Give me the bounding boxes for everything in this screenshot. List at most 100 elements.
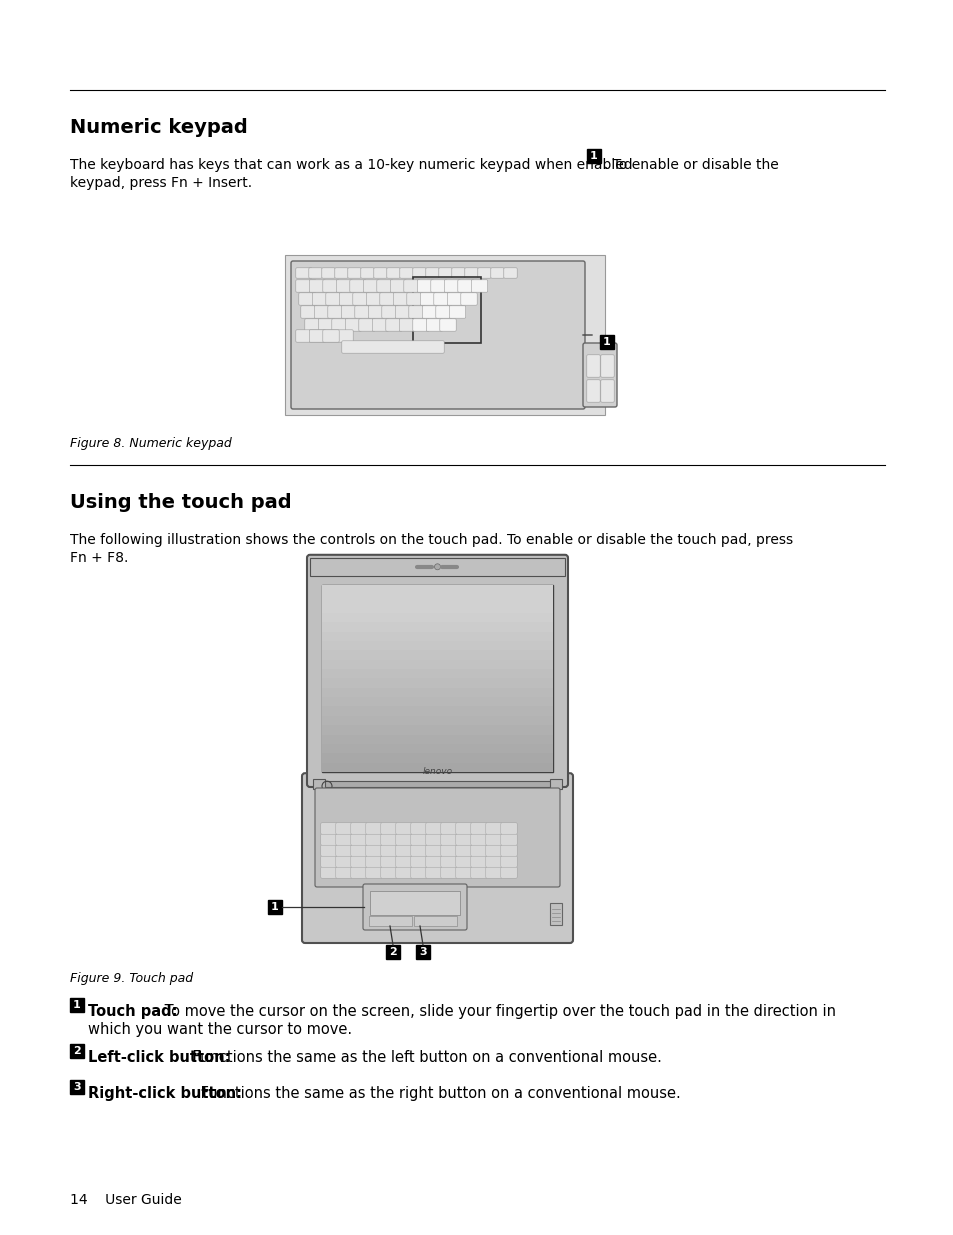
FancyBboxPatch shape xyxy=(335,856,352,867)
FancyBboxPatch shape xyxy=(395,823,412,834)
FancyBboxPatch shape xyxy=(411,856,427,867)
FancyBboxPatch shape xyxy=(425,867,442,878)
FancyBboxPatch shape xyxy=(295,268,312,278)
Bar xyxy=(322,585,553,772)
Bar xyxy=(322,688,553,697)
FancyBboxPatch shape xyxy=(449,306,465,319)
FancyBboxPatch shape xyxy=(380,834,396,845)
FancyBboxPatch shape xyxy=(456,834,472,845)
Bar xyxy=(70,1044,84,1058)
FancyBboxPatch shape xyxy=(586,380,599,403)
Text: 3: 3 xyxy=(418,947,426,957)
FancyBboxPatch shape xyxy=(456,856,472,867)
FancyBboxPatch shape xyxy=(351,823,367,834)
Bar xyxy=(310,558,564,576)
FancyBboxPatch shape xyxy=(395,856,412,867)
Text: lenovo: lenovo xyxy=(422,767,452,776)
Bar xyxy=(322,735,553,743)
FancyBboxPatch shape xyxy=(422,306,438,319)
Text: Right-click button:: Right-click button: xyxy=(88,1086,242,1100)
FancyBboxPatch shape xyxy=(351,845,367,856)
Text: Left-click button:: Left-click button: xyxy=(88,1050,231,1065)
FancyBboxPatch shape xyxy=(425,823,442,834)
FancyBboxPatch shape xyxy=(395,845,412,856)
FancyBboxPatch shape xyxy=(409,306,425,319)
FancyBboxPatch shape xyxy=(335,268,348,278)
Bar xyxy=(322,697,553,706)
Bar xyxy=(413,277,480,343)
Text: Using the touch pad: Using the touch pad xyxy=(70,493,292,513)
FancyBboxPatch shape xyxy=(374,268,387,278)
FancyBboxPatch shape xyxy=(376,280,393,293)
Bar xyxy=(322,743,553,753)
FancyBboxPatch shape xyxy=(471,856,487,867)
FancyBboxPatch shape xyxy=(411,823,427,834)
FancyBboxPatch shape xyxy=(326,293,342,305)
FancyBboxPatch shape xyxy=(460,293,476,305)
FancyBboxPatch shape xyxy=(320,867,336,878)
Bar xyxy=(370,890,459,915)
Circle shape xyxy=(434,564,440,569)
FancyBboxPatch shape xyxy=(425,856,442,867)
FancyBboxPatch shape xyxy=(457,280,474,293)
FancyBboxPatch shape xyxy=(302,773,573,944)
FancyBboxPatch shape xyxy=(365,845,382,856)
FancyBboxPatch shape xyxy=(320,834,336,845)
FancyBboxPatch shape xyxy=(452,268,465,278)
FancyBboxPatch shape xyxy=(335,823,352,834)
Text: which you want the cursor to move.: which you want the cursor to move. xyxy=(88,1023,352,1037)
FancyBboxPatch shape xyxy=(426,319,442,331)
FancyBboxPatch shape xyxy=(320,856,336,867)
FancyBboxPatch shape xyxy=(471,280,487,293)
Text: keypad, press Fn + Insert.: keypad, press Fn + Insert. xyxy=(70,177,252,190)
FancyBboxPatch shape xyxy=(503,268,517,278)
FancyBboxPatch shape xyxy=(582,343,617,408)
FancyBboxPatch shape xyxy=(355,306,371,319)
Bar xyxy=(550,903,561,925)
FancyBboxPatch shape xyxy=(348,268,361,278)
FancyBboxPatch shape xyxy=(434,293,450,305)
FancyBboxPatch shape xyxy=(390,280,406,293)
FancyBboxPatch shape xyxy=(321,268,335,278)
FancyBboxPatch shape xyxy=(500,845,517,856)
Text: 1: 1 xyxy=(73,1000,81,1010)
FancyBboxPatch shape xyxy=(345,319,361,331)
FancyBboxPatch shape xyxy=(365,823,382,834)
FancyBboxPatch shape xyxy=(425,834,442,845)
FancyBboxPatch shape xyxy=(456,867,472,878)
FancyBboxPatch shape xyxy=(295,330,353,342)
FancyBboxPatch shape xyxy=(320,823,336,834)
FancyBboxPatch shape xyxy=(395,834,412,845)
FancyBboxPatch shape xyxy=(339,293,355,305)
FancyBboxPatch shape xyxy=(425,845,442,856)
Bar xyxy=(70,998,84,1011)
FancyBboxPatch shape xyxy=(416,280,434,293)
Bar xyxy=(586,149,600,163)
FancyBboxPatch shape xyxy=(500,867,517,878)
FancyBboxPatch shape xyxy=(365,867,382,878)
FancyBboxPatch shape xyxy=(353,293,369,305)
FancyBboxPatch shape xyxy=(471,823,487,834)
FancyBboxPatch shape xyxy=(328,306,344,319)
Text: Functions the same as the left button on a conventional mouse.: Functions the same as the left button on… xyxy=(188,1050,661,1065)
Bar xyxy=(268,900,282,914)
Text: 2: 2 xyxy=(73,1046,81,1056)
FancyBboxPatch shape xyxy=(490,268,504,278)
FancyBboxPatch shape xyxy=(351,834,367,845)
Text: Figure 9. Touch pad: Figure 9. Touch pad xyxy=(70,972,193,986)
FancyBboxPatch shape xyxy=(485,823,501,834)
FancyBboxPatch shape xyxy=(314,788,559,887)
Bar xyxy=(322,678,553,688)
Text: To move the cursor on the screen, slide your fingertip over the touch pad in the: To move the cursor on the screen, slide … xyxy=(160,1004,835,1019)
Text: 14    User Guide: 14 User Guide xyxy=(70,1193,182,1207)
Bar xyxy=(369,916,412,926)
Bar xyxy=(322,622,553,631)
FancyBboxPatch shape xyxy=(365,834,382,845)
FancyBboxPatch shape xyxy=(309,280,325,293)
Text: 2: 2 xyxy=(389,947,396,957)
FancyBboxPatch shape xyxy=(440,823,456,834)
FancyBboxPatch shape xyxy=(379,293,395,305)
FancyBboxPatch shape xyxy=(322,280,339,293)
Bar xyxy=(322,594,553,604)
FancyBboxPatch shape xyxy=(464,268,477,278)
